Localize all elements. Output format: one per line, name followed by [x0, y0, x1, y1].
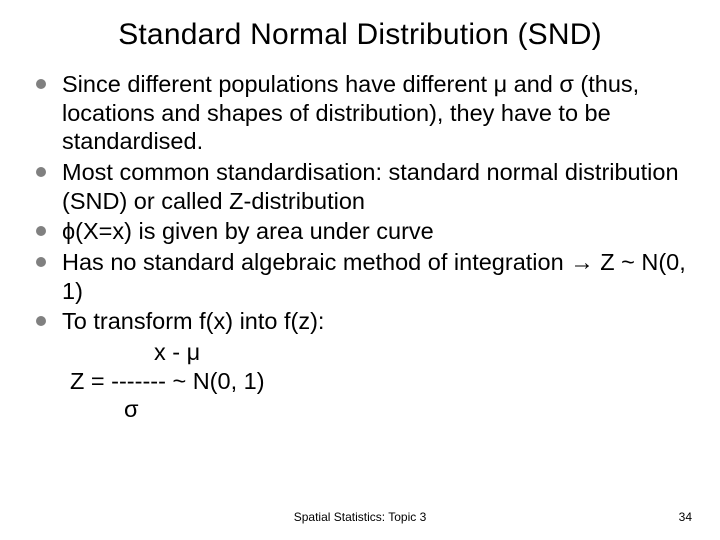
- list-item: To transform f(x) into f(z):: [36, 307, 690, 336]
- bullet-icon: [36, 167, 46, 177]
- formula-denominator: σ: [62, 395, 690, 424]
- bullet-icon: [36, 257, 46, 267]
- bullet-list: Since different populations have differe…: [30, 70, 690, 336]
- slide: Standard Normal Distribution (SND) Since…: [0, 0, 720, 540]
- list-item-text: Most common standardisation: standard no…: [62, 159, 679, 214]
- formula-main: Z = ------- ~ N(0, 1): [62, 367, 690, 396]
- list-item: Since different populations have differe…: [36, 70, 690, 156]
- bullet-icon: [36, 226, 46, 236]
- formula-block: x - μ Z = ------- ~ N(0, 1) σ: [30, 338, 690, 424]
- list-item-text: Has no standard algebraic method of inte…: [62, 249, 686, 304]
- bullet-icon: [36, 316, 46, 326]
- list-item: ϕ(X=x) is given by area under curve: [36, 217, 690, 246]
- list-item: Has no standard algebraic method of inte…: [36, 248, 690, 305]
- page-number: 34: [679, 510, 692, 524]
- list-item: Most common standardisation: standard no…: [36, 158, 690, 215]
- list-item-text: ϕ(X=x) is given by area under curve: [62, 218, 434, 244]
- footer-topic: Spatial Statistics: Topic 3: [0, 510, 720, 524]
- list-item-text: To transform f(x) into f(z):: [62, 308, 324, 334]
- formula-numerator: x - μ: [62, 338, 690, 367]
- bullet-icon: [36, 79, 46, 89]
- page-title: Standard Normal Distribution (SND): [30, 18, 690, 52]
- list-item-text: Since different populations have differe…: [62, 71, 639, 154]
